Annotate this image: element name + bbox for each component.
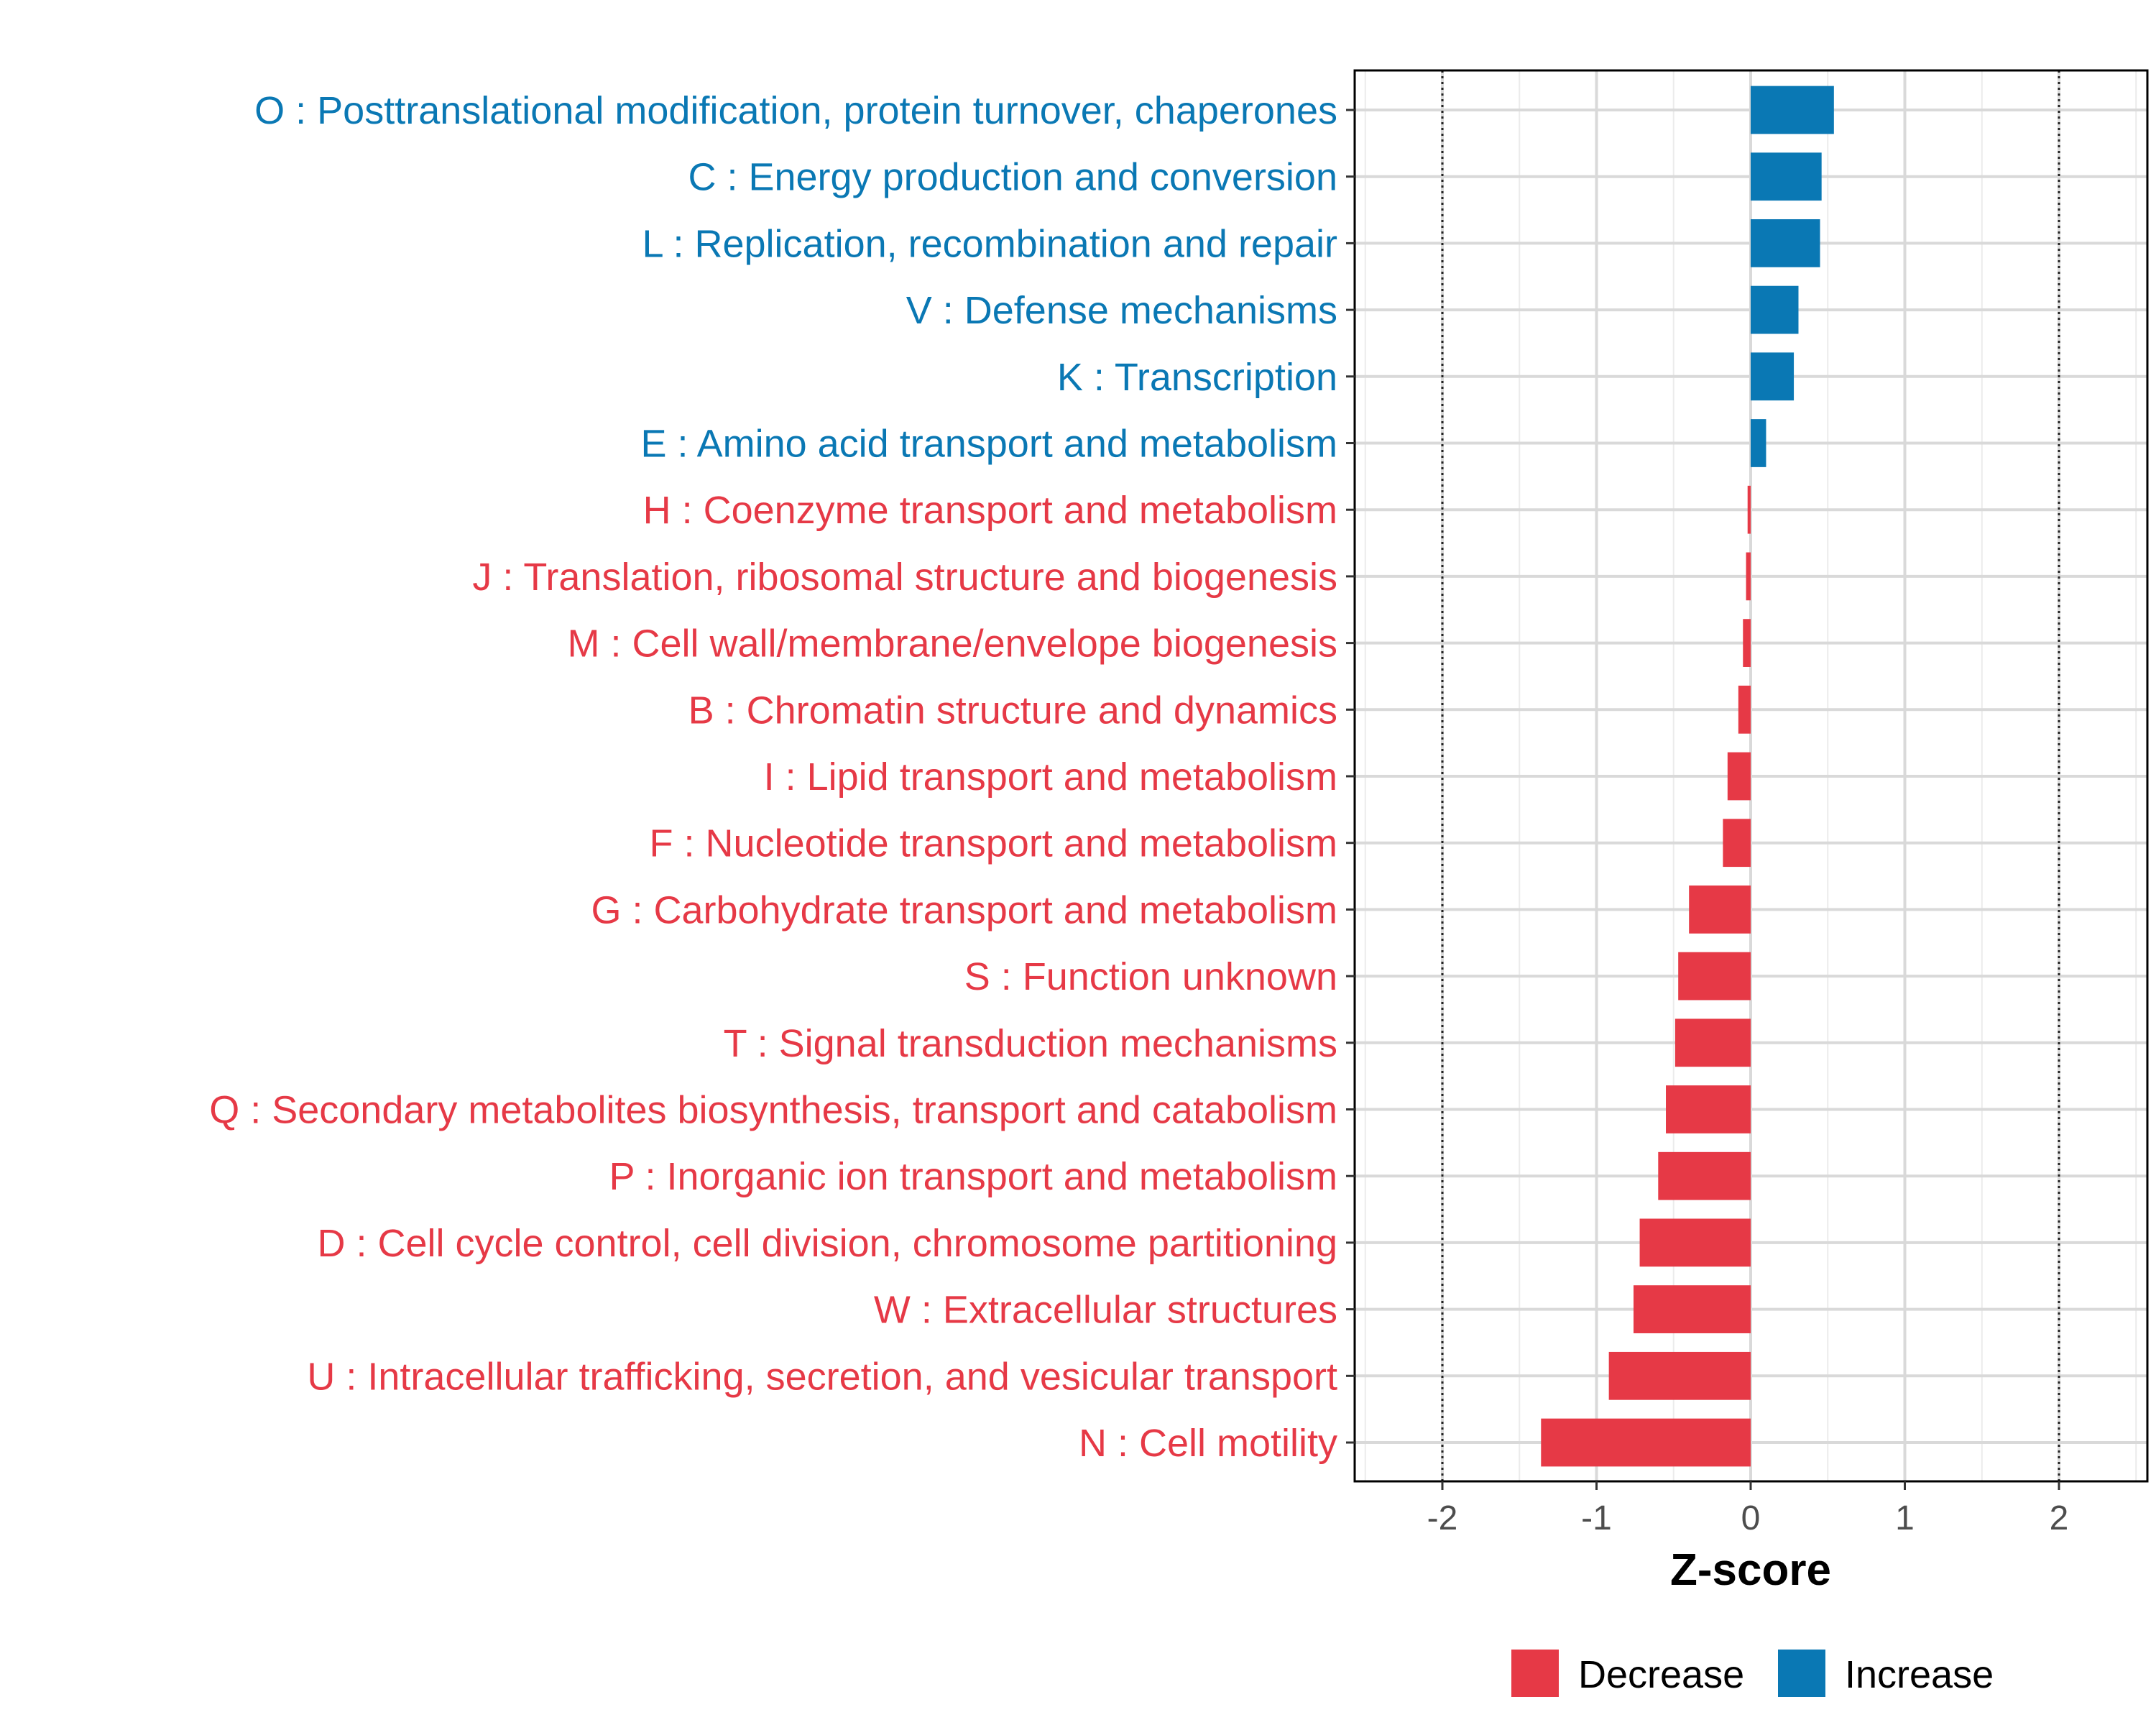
legend-item: Decrease xyxy=(1511,1650,1744,1697)
x-tick-label: 0 xyxy=(1741,1499,1761,1537)
category-label: H : Coenzyme transport and metabolism xyxy=(643,489,1337,532)
bar xyxy=(1678,952,1751,1000)
legend-swatch xyxy=(1778,1650,1825,1697)
bar xyxy=(1666,1085,1751,1133)
legend: Decrease Increase xyxy=(1511,1650,1994,1697)
x-tick-label: 1 xyxy=(1895,1499,1915,1537)
bar xyxy=(1727,752,1751,801)
category-label: K : Transcription xyxy=(1057,356,1337,399)
category-label: L : Replication, recombination and repai… xyxy=(642,222,1337,265)
bar xyxy=(1751,152,1822,201)
bar xyxy=(1608,1351,1751,1400)
category-label: N : Cell motility xyxy=(1079,1422,1337,1465)
category-label: D : Cell cycle control, cell division, c… xyxy=(317,1222,1337,1265)
bar xyxy=(1541,1418,1751,1467)
legend-label: Decrease xyxy=(1578,1653,1744,1696)
category-label: S : Function unknown xyxy=(964,955,1337,998)
x-axis-ticks: -2 -1 0 1 2 xyxy=(1427,1481,2069,1537)
bar xyxy=(1751,285,1799,334)
category-label: W : Extracellular structures xyxy=(874,1289,1337,1332)
category-label: T : Signal transduction mechanisms xyxy=(724,1022,1337,1065)
bar xyxy=(1689,886,1751,934)
bar xyxy=(1633,1285,1751,1333)
y-axis-labels: O : Posttranslational modification, prot… xyxy=(209,89,1337,1465)
bar xyxy=(1747,485,1751,534)
category-label: V : Defense mechanisms xyxy=(906,289,1337,332)
category-label: G : Carbohydrate transport and metabolis… xyxy=(591,888,1338,932)
category-label: B : Chromatin structure and dynamics xyxy=(688,689,1337,732)
bar xyxy=(1746,552,1751,601)
category-label: E : Amino acid transport and metabolism xyxy=(641,423,1337,466)
x-tick-label: 2 xyxy=(2050,1499,2069,1537)
bar xyxy=(1743,619,1751,667)
category-label: F : Nucleotide transport and metabolism xyxy=(650,822,1337,865)
legend-swatch xyxy=(1511,1650,1559,1697)
y-axis-ticks xyxy=(1346,109,1355,1444)
category-label: J : Translation, ribosomal structure and… xyxy=(472,556,1337,599)
category-label: M : Cell wall/membrane/envelope biogenes… xyxy=(567,622,1337,666)
x-tick-label: -2 xyxy=(1427,1499,1458,1537)
category-label: I : Lipid transport and metabolism xyxy=(764,755,1337,799)
bar xyxy=(1658,1151,1751,1200)
category-label: Q : Secondary metabolites biosynthesis, … xyxy=(209,1089,1337,1132)
x-axis-title: Z-score xyxy=(1670,1545,1831,1595)
category-label: C : Energy production and conversion xyxy=(688,156,1337,199)
bar xyxy=(1751,86,1834,134)
bar xyxy=(1723,819,1751,868)
bar xyxy=(1738,685,1751,734)
category-label: P : Inorganic ion transport and metaboli… xyxy=(609,1155,1337,1198)
legend-item: Increase xyxy=(1778,1650,1994,1697)
bar xyxy=(1751,419,1766,467)
x-tick-label: -1 xyxy=(1581,1499,1612,1537)
legend-label: Increase xyxy=(1845,1653,1994,1696)
bar xyxy=(1751,219,1820,267)
bar xyxy=(1674,1018,1751,1067)
category-label: U : Intracellular trafficking, secretion… xyxy=(307,1355,1337,1398)
bars xyxy=(1541,86,1834,1467)
category-label: O : Posttranslational modification, prot… xyxy=(254,89,1337,132)
bar xyxy=(1751,352,1795,401)
bar xyxy=(1639,1218,1751,1267)
